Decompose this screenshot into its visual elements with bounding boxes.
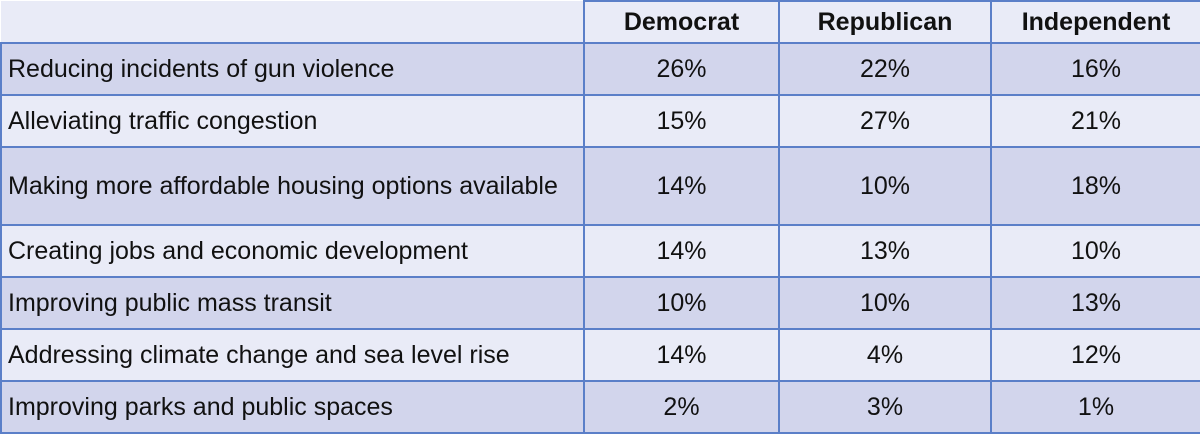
cell-republican: 13% [778,224,992,278]
row-label: Creating jobs and economic development [0,224,585,278]
table-row: Making more affordable housing options a… [0,146,1200,226]
table-row: Alleviating traffic congestion 15% 27% 2… [0,94,1200,148]
cell-republican: 3% [778,380,992,434]
cell-democrat: 2% [583,380,780,434]
table-row: Addressing climate change and sea level … [0,328,1200,382]
row-label: Addressing climate change and sea level … [0,328,585,382]
header-blank-cell [1,1,585,44]
cell-democrat: 14% [583,146,780,226]
cell-republican: 10% [778,276,992,330]
table-row: Improving public mass transit 10% 10% 13… [0,276,1200,330]
row-label: Making more affordable housing options a… [0,146,585,226]
row-label: Improving public mass transit [0,276,585,330]
cell-independent: 21% [990,94,1200,148]
cell-independent: 1% [990,380,1200,434]
cell-independent: 12% [990,328,1200,382]
column-header-independent: Independent [990,0,1200,44]
cell-republican: 10% [778,146,992,226]
table-row: Creating jobs and economic development 1… [0,224,1200,278]
table-row: Reducing incidents of gun violence 26% 2… [0,42,1200,96]
cell-democrat: 14% [583,328,780,382]
cell-independent: 18% [990,146,1200,226]
cell-independent: 16% [990,42,1200,96]
cell-republican: 4% [778,328,992,382]
table-row: Improving parks and public spaces 2% 3% … [0,380,1200,434]
row-label: Alleviating traffic congestion [0,94,585,148]
cell-democrat: 14% [583,224,780,278]
cell-republican: 22% [778,42,992,96]
cell-independent: 10% [990,224,1200,278]
row-label: Improving parks and public spaces [0,380,585,434]
row-label: Reducing incidents of gun violence [0,42,585,96]
column-header-republican: Republican [778,0,992,44]
cell-democrat: 15% [583,94,780,148]
cell-republican: 27% [778,94,992,148]
cell-democrat: 10% [583,276,780,330]
header-row: Democrat Republican Independent [1,0,1200,44]
cell-independent: 13% [990,276,1200,330]
column-header-democrat: Democrat [583,0,780,44]
cell-democrat: 26% [583,42,780,96]
